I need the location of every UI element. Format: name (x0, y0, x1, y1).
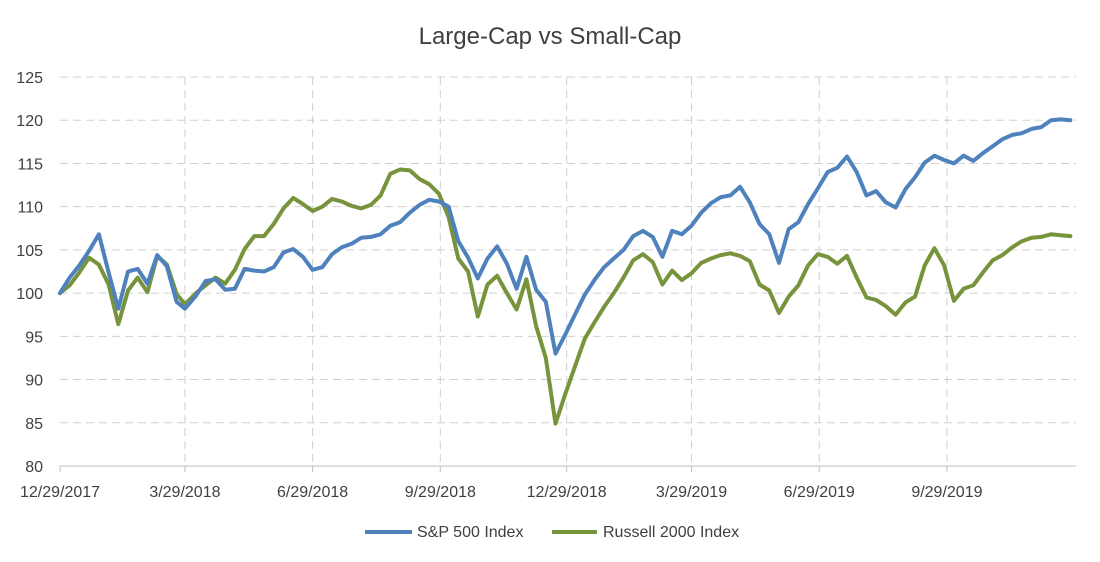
x-tick-label: 9/29/2018 (405, 484, 476, 501)
y-tick-label: 105 (16, 243, 43, 260)
y-tick-label: 110 (17, 200, 43, 217)
y-tick-label: 115 (17, 156, 43, 173)
y-tick-label: 120 (16, 113, 43, 130)
y-axis-ticks: 80 85 90 95 100 105 110 115 120 125 (16, 70, 43, 476)
legend-label-russell: Russell 2000 Index (603, 524, 739, 541)
y-tick-label: 80 (25, 459, 43, 476)
grid-lines (60, 76, 1076, 466)
x-tick-label: 6/29/2018 (277, 484, 348, 501)
x-tick-label: 9/29/2019 (911, 484, 982, 501)
legend-label-sp500: S&P 500 Index (417, 524, 523, 541)
x-axis-ticks: 12/29/2017 3/29/2018 6/29/2018 9/29/2018 12/… (20, 466, 983, 501)
x-tick-label: 3/29/2018 (149, 484, 220, 501)
legend: S&P 500 Index Russell 2000 Index (365, 524, 739, 541)
x-tick-label: 12/29/2018 (527, 484, 607, 501)
series-line-russell2000 (58, 167, 1073, 426)
chart-title: Large-Cap vs Small-Cap (419, 23, 682, 50)
series-line-sp500 (58, 117, 1073, 356)
y-tick-label: 100 (16, 286, 43, 303)
y-tick-label: 90 (25, 373, 43, 390)
x-tick-label: 12/29/2017 (20, 484, 100, 501)
y-tick-label: 125 (16, 70, 43, 87)
x-tick-label: 3/29/2019 (656, 484, 727, 501)
y-tick-label: 85 (25, 416, 43, 433)
y-tick-label: 95 (25, 329, 43, 346)
plot-area (58, 117, 1073, 426)
x-tick-label: 6/29/2019 (784, 484, 855, 501)
